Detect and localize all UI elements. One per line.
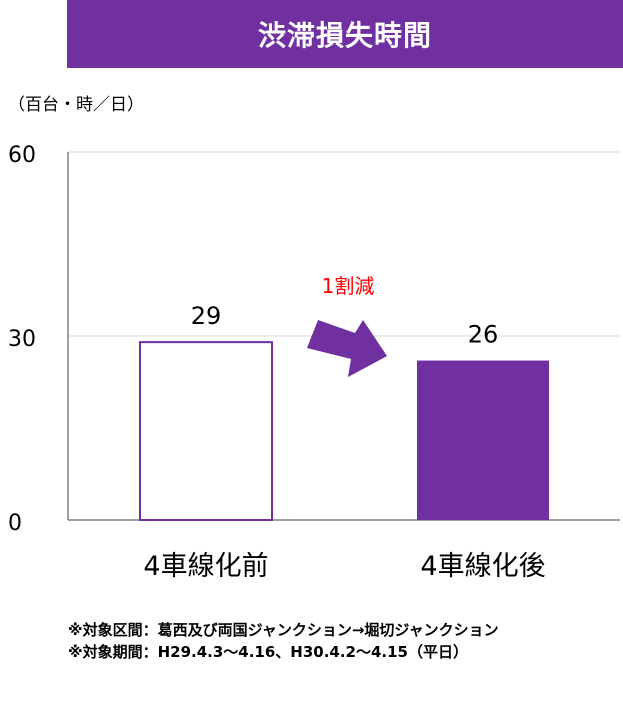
footnotes: ※対象区間：葛西及び両国ジャンクション→堀切ジャンクション ※対象期間：H29.… (68, 619, 499, 663)
right-arrow-icon (307, 320, 387, 377)
chart-title: 渋滞損失時間 (257, 19, 432, 52)
bar (139, 341, 273, 521)
bar (417, 360, 549, 520)
y-tick-label: 60 (8, 143, 36, 168)
x-category-label: 4車線化前 (143, 551, 268, 582)
reduction-label: 1割減 (322, 274, 375, 298)
y-tick-label: 30 (8, 327, 36, 352)
y-tick-label: 0 (8, 511, 22, 536)
bar-value-label: 29 (191, 302, 222, 330)
labels-layer: 0 30 60 29 4車線化前 26 4車線化後 (8, 143, 546, 582)
x-category-label: 4車線化後 (420, 551, 545, 582)
bar-chart: 0 30 60 29 4車線化前 26 4車線化後 1割減 (8, 143, 620, 582)
bars-layer (139, 341, 549, 521)
bar-value-label: 26 (468, 321, 499, 349)
reduction-annotation: 1割減 (307, 274, 387, 377)
y-axis-unit-label: （百台・時／日） (8, 95, 144, 115)
chart-title-banner: 渋滞損失時間 (67, 0, 623, 68)
note-section: ※対象区間：葛西及び両国ジャンクション→堀切ジャンクション (68, 621, 499, 639)
note-period: ※対象期間：H29.4.3～4.16、H30.4.2～4.15（平日） (68, 643, 468, 661)
